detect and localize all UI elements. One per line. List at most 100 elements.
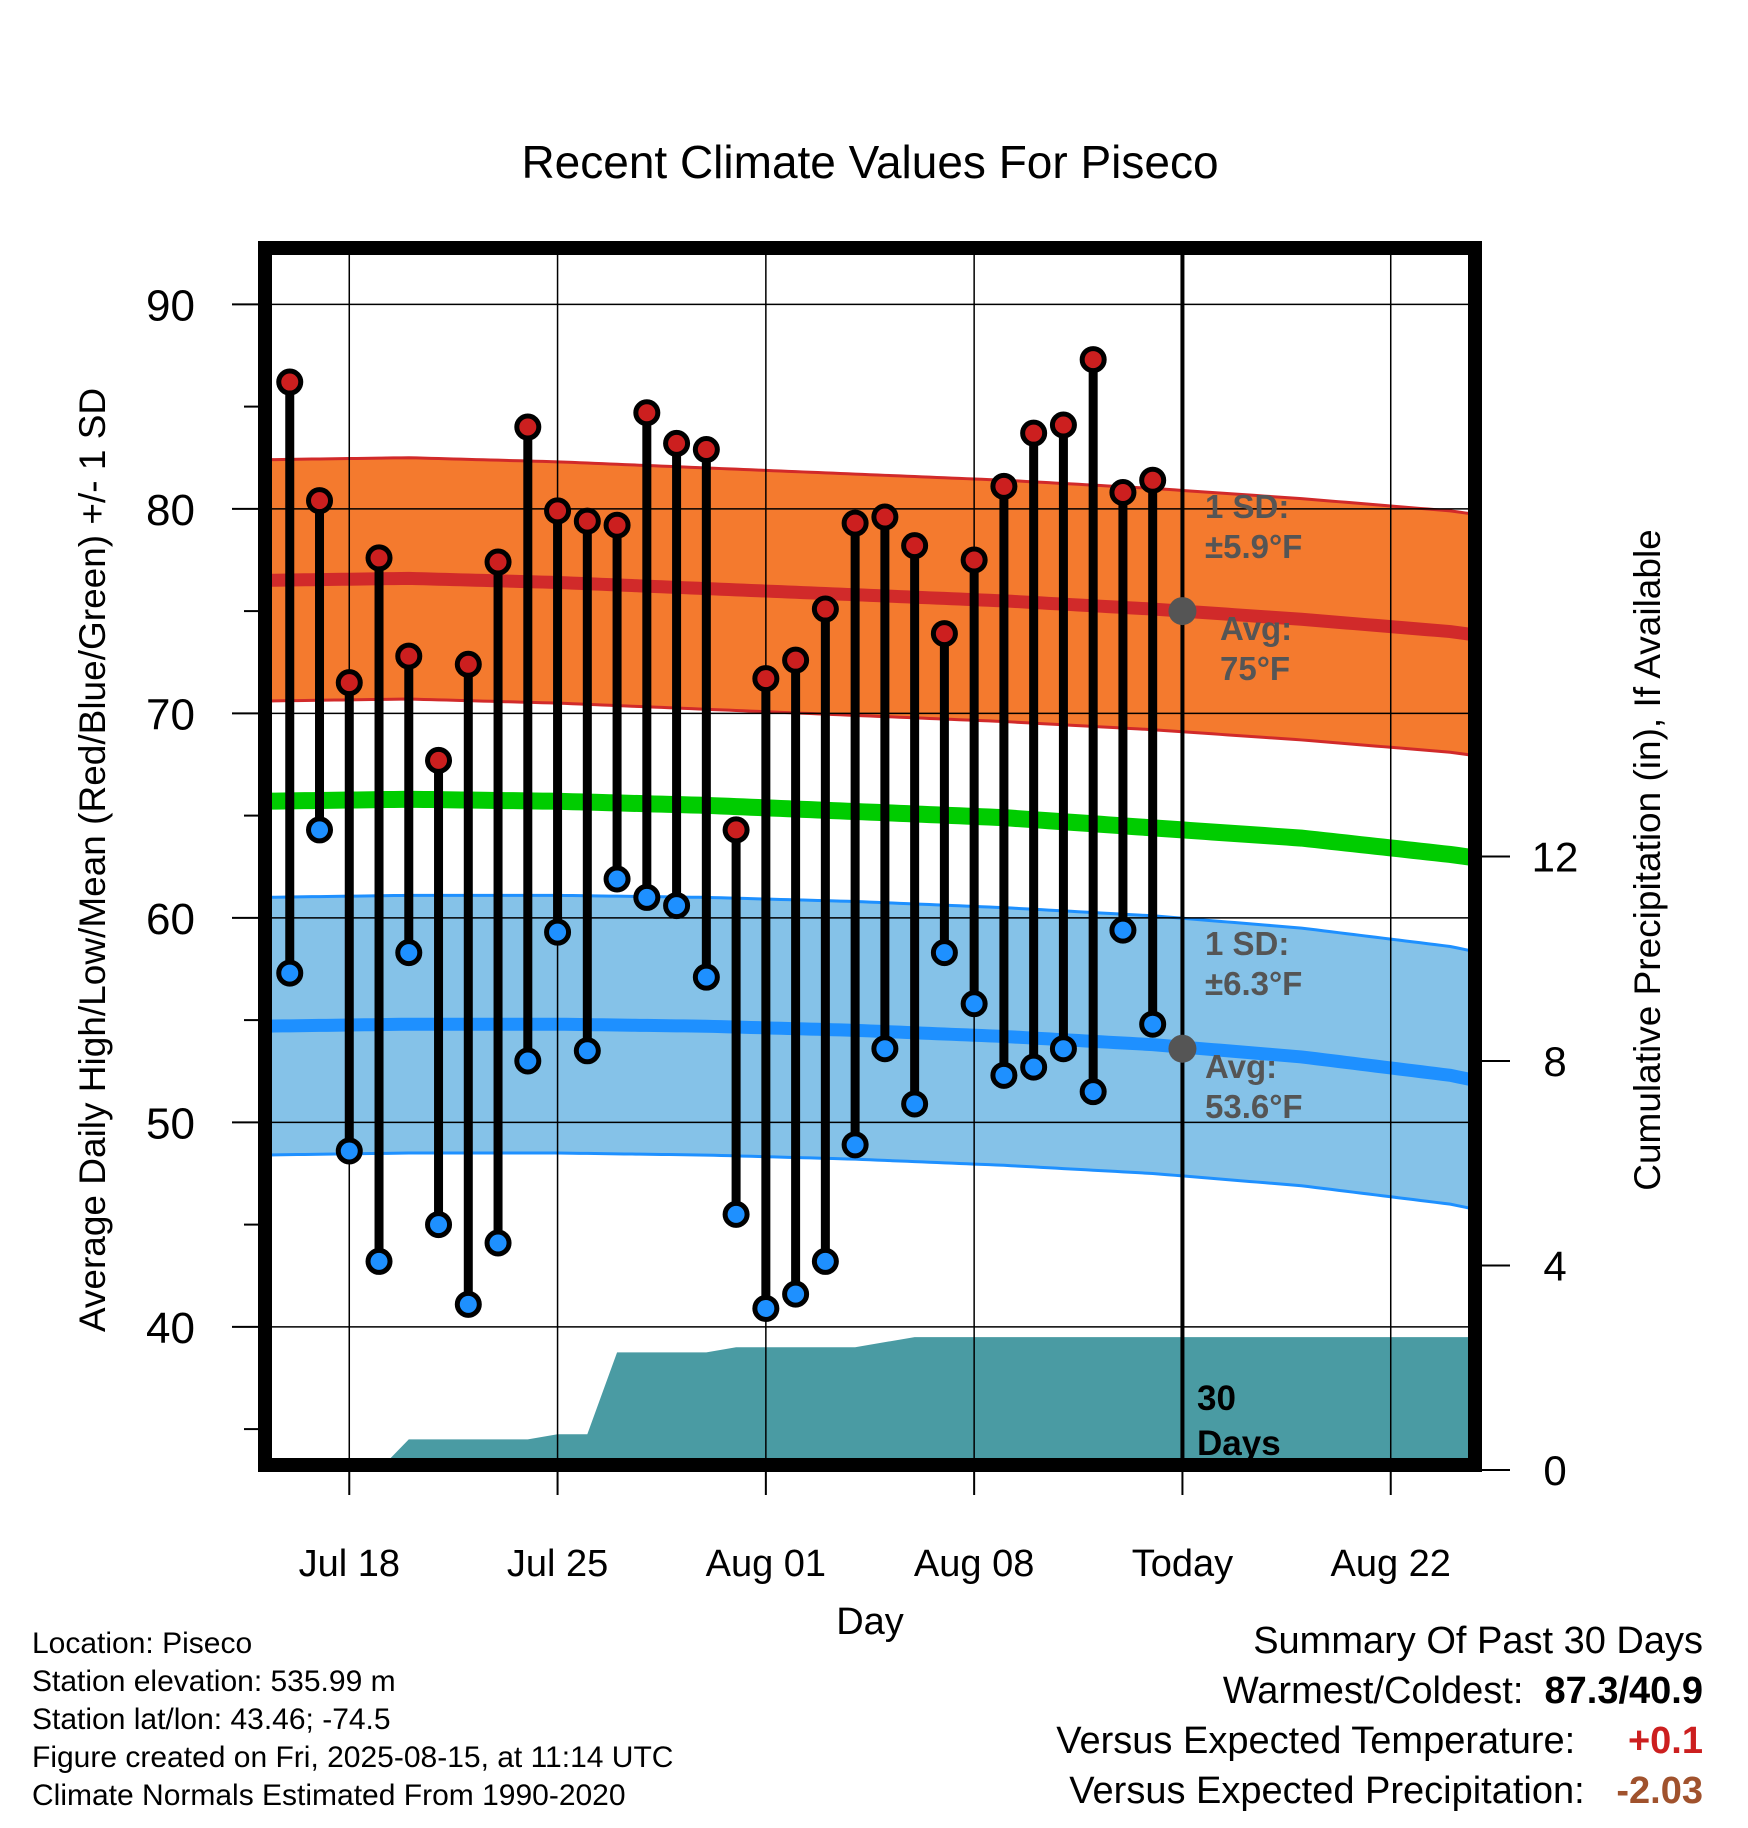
summary-warm-cold: Warmest/Coldest: 87.3/40.9 [1223,1670,1703,1713]
obs-high-point [544,497,572,525]
window-label-line: 30 [1197,1379,1236,1418]
obs-high-point [901,532,929,560]
high-normal-band [269,457,1471,756]
obs-low-point [484,1229,512,1257]
temp-label: Versus Expected Temperature: [1056,1720,1576,1762]
elevation-text: Station elevation: 535.99 m [32,1665,396,1698]
obs-high-point [811,595,839,623]
low-avg-label-line: Avg: [1205,1048,1277,1085]
plot-area [269,252,1471,1461]
y-tick-label: 60 [146,895,195,944]
high-sd-label-line: ±5.9°F [1205,528,1302,565]
obs-low-point [365,1247,393,1275]
x-tick-label: Aug 01 [706,1543,826,1585]
obs-high-point [1079,346,1107,374]
obs-high-point [425,746,453,774]
obs-high-point [960,546,988,574]
low-avg-label-line: 53.6°F [1205,1088,1303,1125]
obs-low-point [454,1290,482,1318]
obs-high-point [454,650,482,678]
window-label-line: Days [1197,1424,1281,1463]
obs-low-point [573,1037,601,1065]
high-normal-upper-edge [269,456,1471,516]
y-axis-label: Average Daily High/Low/Mean (Red/Blue/Gr… [72,388,113,1332]
temp-value: +0.1 [1627,1720,1703,1762]
low-avg-today-marker [1168,1034,1197,1063]
obs-high-point [663,429,691,457]
low-avg-label: Avg: 53.6°F [1205,1048,1303,1125]
obs-low-point [1020,1053,1048,1081]
summary-title: Summary Of Past 30 Days [1253,1620,1703,1662]
obs-high-point [990,472,1018,500]
y2-axis-label: Cumulative Precipitation (in), If Availa… [1627,529,1668,1191]
warm-cold-value: 87.3/40.9 [1544,1670,1703,1712]
created-text: Figure created on Fri, 2025-08-15, at 11… [32,1741,674,1774]
obs-high-point [1020,419,1048,447]
obs-low-point [841,1131,869,1159]
chart-title: Recent Climate Values For Piseco [521,136,1218,188]
obs-high-point [365,544,393,572]
high-sd-label: 1 SD: ±5.9°F [1205,488,1302,565]
obs-high-point [633,399,661,427]
obs-high-point [1139,466,1167,494]
obs-low-point [306,816,334,844]
obs-low-point [782,1280,810,1308]
high-normal-lower-edge [269,697,1471,757]
y2-tick-label: 4 [1543,1243,1566,1290]
obs-low-point [871,1035,899,1063]
summary-temp: Versus Expected Temperature: +0.1 [1056,1720,1703,1763]
obs-low-point [276,959,304,987]
low-sd-label: 1 SD: ±6.3°F [1205,925,1302,1002]
high-avg-label-line: 75°F [1220,650,1290,687]
obs-low-point [633,883,661,911]
obs-high-point [573,507,601,535]
obs-high-point [871,503,899,531]
warm-cold-label: Warmest/Coldest: [1222,1670,1524,1712]
high-normal-avg-line [269,571,1471,641]
location-text: Location: Piseco [32,1627,253,1660]
high-sd-label-line: 1 SD: [1205,488,1289,525]
obs-low-point [960,990,988,1018]
summary-precip: Versus Expected Precipitation: -2.03 [1069,1770,1703,1813]
x-tick-label: Today [1132,1543,1233,1585]
obs-high-point [335,669,363,697]
low-sd-label-line: 1 SD: [1205,925,1289,962]
obs-low-point [692,963,720,991]
precip-area [387,1337,1471,1461]
x-axis-label: Day [836,1601,904,1643]
obs-high-point [395,642,423,670]
obs-low-point [1139,1010,1167,1038]
obs-low-point [514,1047,542,1075]
obs-high-point [782,646,810,674]
obs-low-point [425,1211,453,1239]
obs-high-point [841,509,869,537]
plot-frame [258,241,1482,1472]
low-normal-upper-edge [269,893,1471,953]
latlon-text: Station lat/lon: 43.46; -74.5 [32,1703,391,1736]
obs-low-point [811,1247,839,1275]
low-normal-band [269,895,1471,1209]
obs-low-point [1109,916,1137,944]
y2-tick-label: 8 [1543,1038,1566,1085]
x-tick-label: Jul 25 [507,1543,608,1585]
high-avg-label: Avg: 75°F [1220,610,1292,687]
normals-period-text: Climate Normals Estimated From 1990-2020 [32,1779,626,1812]
obs-high-point [752,665,780,693]
precip-value: -2.03 [1616,1770,1703,1812]
x-tick-label: Aug 22 [1331,1543,1451,1585]
precip-label: Versus Expected Precipitation: [1069,1770,1585,1812]
high-avg-today-marker [1168,597,1197,626]
obs-low-point [990,1061,1018,1089]
window-label: 30 Days [1197,1379,1281,1463]
low-normal-avg-line [269,1017,1471,1087]
obs-high-point [306,487,334,515]
y-tick-label: 50 [146,1099,195,1148]
x-tick-label: Aug 08 [914,1543,1034,1585]
x-tick-label: Jul 18 [299,1543,400,1585]
obs-high-point [484,548,512,576]
high-avg-label-line: Avg: [1220,610,1292,647]
mean-normal-line [269,790,1471,866]
obs-high-point [722,816,750,844]
obs-low-point [335,1137,363,1165]
obs-high-point [603,511,631,539]
